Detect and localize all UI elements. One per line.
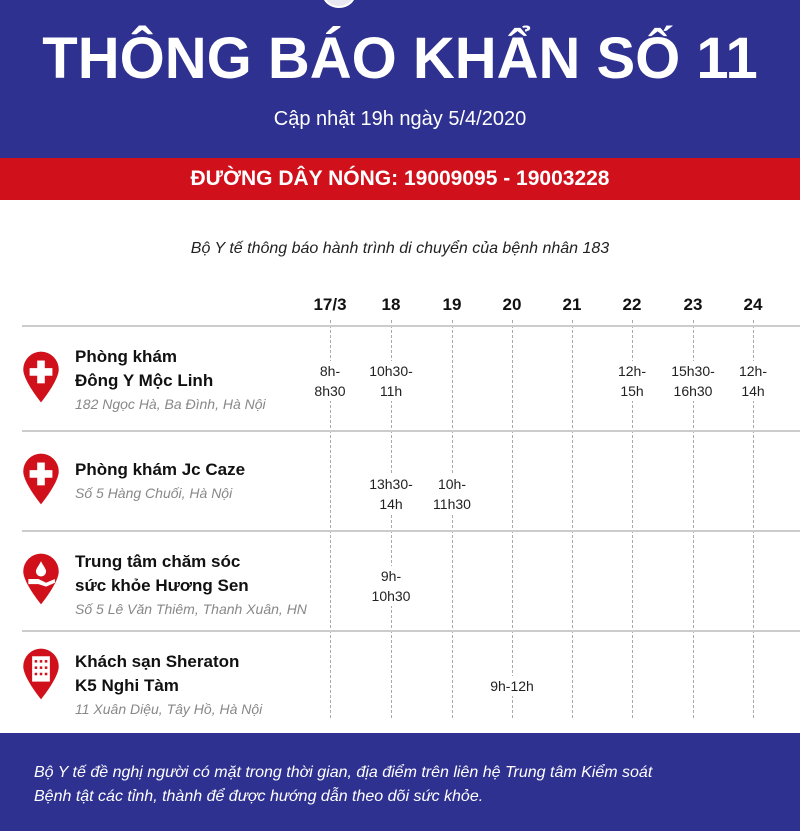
visit-time-end: 16h30 <box>673 383 713 399</box>
visit-time-start: 15h30- <box>671 363 715 379</box>
visit-time-start: 9h- <box>380 568 402 584</box>
care-hand-icon <box>23 553 59 605</box>
visit-time-end: 15h <box>620 383 644 399</box>
page-title: THÔNG BÁO KHẨN SỐ 11 <box>42 26 758 91</box>
day-header: 18 <box>381 295 401 314</box>
location-pin-icon <box>22 647 60 700</box>
place-address: Số 5 Hàng Chuối, Hà Nội <box>75 485 233 501</box>
visit-time-start: 10h- <box>437 476 467 492</box>
place-name-line-2: K5 Nghi Tàm <box>75 676 179 695</box>
day-header: 17/3 <box>313 295 347 314</box>
place-name: Phòng khám <box>75 347 178 366</box>
day-guide-line <box>693 320 694 718</box>
visit-time-end: 11h30 <box>433 496 471 512</box>
visit-time: 12h- 14h <box>725 361 781 401</box>
day-header: 20 <box>502 295 522 314</box>
day-guide-line <box>632 320 633 718</box>
day-guide-line <box>753 320 754 718</box>
visit-time: 8h- 8h30 <box>302 361 358 401</box>
visit-time: 9h-12h <box>484 676 540 696</box>
place-name-line-2: sức khỏe Hương Sen <box>75 576 249 595</box>
place-name: Trung tâm chăm sóc <box>75 552 241 571</box>
row-divider <box>22 325 800 327</box>
day-header: 19 <box>442 295 462 314</box>
location-pin-icon <box>22 452 60 505</box>
visit-time: 12h- 15h <box>604 361 660 401</box>
row-divider <box>22 630 800 632</box>
visit-time-start: 9h-12h <box>490 678 534 694</box>
place-name: Phòng khám Jc Caze <box>75 460 246 479</box>
medical-cross-icon <box>23 453 59 505</box>
ministry-logo <box>322 0 356 8</box>
place-address: Số 5 Lê Văn Thiêm, Thanh Xuân, HN <box>75 601 307 617</box>
day-guide-line <box>452 320 453 718</box>
visit-time-end: 14h <box>379 496 403 512</box>
day-header: 23 <box>683 295 703 314</box>
place-address: 182 Ngọc Hà, Ba Đình, Hà Nội <box>75 396 266 412</box>
day-header: 22 <box>622 295 642 314</box>
visit-time-start: 12h- <box>617 363 647 379</box>
visit-time-end: 10h30 <box>371 588 411 604</box>
visit-time-end: 8h30 <box>314 383 346 399</box>
visit-time: 10h- 11h30 <box>424 474 480 514</box>
medical-cross-icon <box>23 351 59 402</box>
row-divider <box>22 430 800 432</box>
visit-time: 10h30- 11h <box>363 361 419 401</box>
update-time: Cập nhật 19h ngày 5/4/2020 <box>273 108 527 130</box>
day-guide-line <box>512 320 513 718</box>
place-name: Khách sạn Sheraton <box>75 652 240 671</box>
header-banner: THÔNG BÁO KHẨN SỐ 11 Cập nhật 19h ngày 5… <box>0 0 800 158</box>
visit-time-start: 13h30- <box>369 476 413 492</box>
place-name-line-2: Đông Y Mộc Linh <box>75 371 214 390</box>
intro-text: Bộ Y tế thông báo hành trình di chuyển c… <box>190 240 610 257</box>
row-divider <box>22 530 800 532</box>
footer-notice: Bộ Y tế đề nghị người có mặt trong thời … <box>0 733 800 831</box>
visit-time: 9h- 10h30 <box>363 566 419 606</box>
day-header: 21 <box>562 295 582 314</box>
visit-time: 15h30- 16h30 <box>665 361 721 401</box>
day-header: 24 <box>743 295 763 314</box>
visit-time-end: 14h <box>741 383 765 399</box>
visit-time: 13h30- 14h <box>363 474 419 514</box>
location-pin-icon <box>22 552 60 605</box>
place-address: 11 Xuân Diệu, Tây Hồ, Hà Nội <box>75 701 263 717</box>
footer-line-2: Bệnh tật các tỉnh, thành để được hướng d… <box>34 788 484 805</box>
hotel-icon <box>23 648 59 700</box>
location-pin-icon <box>22 350 60 402</box>
visit-time-start: 8h- <box>319 363 341 379</box>
day-guide-line <box>572 320 573 718</box>
visit-time-start: 12h- <box>738 363 768 379</box>
hotline-banner: ĐƯỜNG DÂY NÓNG: 19009095 - 19003228 <box>0 158 800 200</box>
visit-time-end: 11h <box>379 383 403 399</box>
day-guide-line <box>330 320 331 718</box>
footer-line-1: Bộ Y tế đề nghị người có mặt trong thời … <box>34 764 653 781</box>
day-guide-line <box>391 320 392 718</box>
visit-time-start: 10h30- <box>369 363 413 379</box>
